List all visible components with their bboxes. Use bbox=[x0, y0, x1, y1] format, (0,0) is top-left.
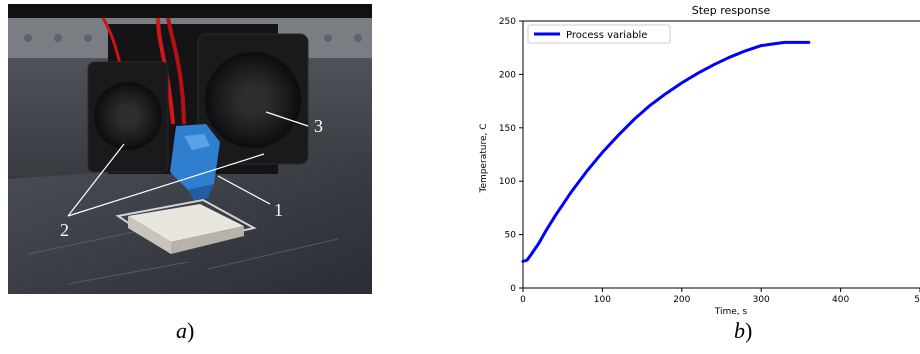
callout-2: 2 bbox=[60, 220, 69, 240]
callout-3: 3 bbox=[314, 116, 323, 136]
y-tick-label: 100 bbox=[499, 177, 516, 187]
x-tick-label: 200 bbox=[673, 295, 690, 305]
legend-label: Process variable bbox=[566, 30, 647, 41]
legend-box bbox=[527, 24, 671, 44]
x-tick-label: 0 bbox=[520, 295, 526, 305]
y-tick-label: 50 bbox=[505, 231, 517, 241]
plot-area: 010020030040050050100150200250 bbox=[499, 17, 920, 305]
step-response-chart: Step response 01002003004005005010015020… bbox=[468, 0, 920, 316]
caption-a-letter: a bbox=[176, 318, 187, 343]
printer-photo-drawing: 3 1 2 bbox=[8, 4, 372, 294]
x-tick-label: 50 bbox=[914, 295, 920, 305]
caption-b-paren: ) bbox=[745, 318, 753, 343]
x-tick-label: 100 bbox=[594, 295, 611, 305]
legend: Process variable bbox=[527, 24, 671, 44]
y-tick-label: 250 bbox=[499, 17, 516, 27]
callout-1: 1 bbox=[274, 200, 283, 220]
x-axis-label: Time, s bbox=[714, 307, 748, 316]
caption-a: a) bbox=[176, 318, 194, 344]
caption-b-letter: b bbox=[734, 318, 745, 343]
chart-title: Step response bbox=[692, 4, 771, 17]
y-axis-label: Temperature, C bbox=[479, 123, 489, 193]
caption-b: b) bbox=[734, 318, 752, 344]
y-tick-label: 0 bbox=[510, 284, 516, 294]
printer-photo: 3 1 2 bbox=[8, 4, 372, 294]
y-tick-label: 150 bbox=[499, 124, 516, 134]
caption-a-paren: ) bbox=[187, 318, 195, 343]
chart-svg: Step response 01002003004005005010015020… bbox=[479, 4, 920, 316]
y-tick-label: 200 bbox=[499, 70, 516, 80]
x-tick-label: 300 bbox=[753, 295, 770, 305]
series-line-0 bbox=[521, 40, 811, 263]
x-tick-label: 400 bbox=[832, 295, 849, 305]
